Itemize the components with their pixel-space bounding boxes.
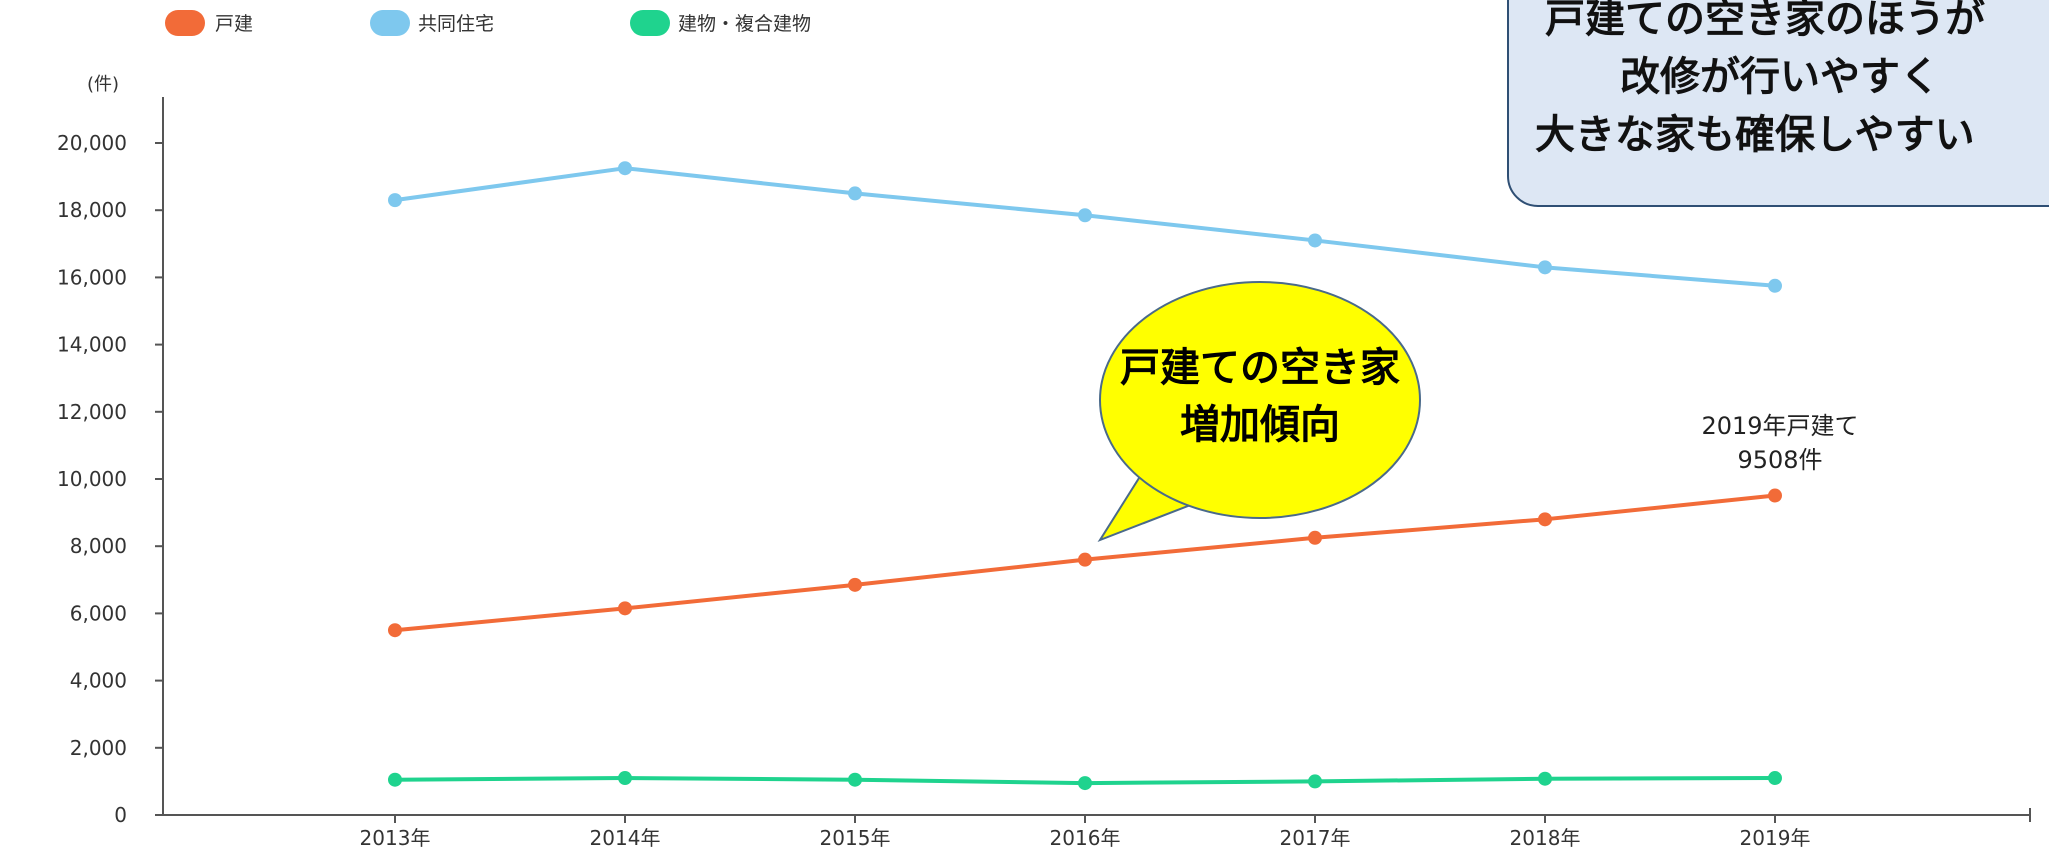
x-tick-label: 2017年 [1280,826,1351,849]
point-annotation-line1: 2019年戸建て [1701,412,1858,440]
y-tick-label: 10,000 [57,467,127,491]
data-point-mixed [618,771,632,786]
data-point-mixed [848,772,862,787]
y-tick-label: 0 [114,803,127,827]
x-tick-label: 2018年 [1510,826,1581,849]
legend-swatch-apartment [370,10,410,36]
legend-label-apartment: 共同住宅 [418,13,494,35]
legend-swatch-mixed [630,10,670,36]
y-tick-label: 6,000 [70,601,127,625]
data-point-detached [1768,488,1782,503]
y-tick-label: 20,000 [57,131,127,155]
speech-bubble: 戸建ての空き家 増加傾向 [1097,281,1421,543]
x-axis-ticks: 2013年 2014年 2015年 2016年 2017年 2018年 2019年 [360,815,1811,849]
info-box-line3: 大きな家も確保しやすい [1535,112,1975,158]
data-point-detached [1308,530,1322,545]
y-tick-label: 14,000 [57,333,127,357]
data-point-detached [1078,552,1092,567]
y-tick-label: 16,000 [57,265,127,289]
x-tick-label: 2013年 [360,826,431,849]
y-axis-unit-label: (件) [87,74,119,95]
data-point-mixed [1308,774,1322,789]
data-point-apartment [1308,233,1322,248]
y-tick-label: 2,000 [70,736,127,760]
info-box-line1: 戸建ての空き家のほうが [1545,0,1985,42]
info-box-background [1507,0,2049,207]
data-point-apartment [1078,208,1092,223]
data-point-mixed [1078,776,1092,791]
data-point-mixed [1538,771,1552,786]
y-tick-label: 8,000 [70,534,127,558]
x-tick-label: 2016年 [1050,826,1121,849]
series-layer [388,161,1782,791]
x-tick-label: 2019年 [1740,826,1811,849]
legend-swatch-detached [165,10,205,36]
data-point-detached [848,577,862,592]
data-point-detached [388,623,402,638]
data-point-apartment [618,161,632,176]
x-tick-label: 2015年 [820,826,891,849]
data-point-apartment [1538,260,1552,275]
legend: 戸建 共同住宅 建物・複合建物 [165,10,811,36]
data-point-apartment [1768,278,1782,293]
y-tick-label: 12,000 [57,400,127,424]
data-point-apartment [848,186,862,201]
data-point-mixed [1768,771,1782,786]
y-axis-ticks: 0 2,000 4,000 6,000 8,000 10,000 12,000 14,000 1… [57,131,163,827]
speech-bubble-line2: 増加傾向 [1180,402,1340,448]
info-box: 戸建ての空き家のほうが 改修が行いやすく 大きな家も確保しやすい [1507,0,2049,207]
data-point-mixed [388,772,402,787]
data-point-detached [618,601,632,616]
point-annotation-line2: 9508件 [1737,446,1822,474]
x-tick-label: 2014年 [590,826,661,849]
speech-bubble-line1: 戸建ての空き家 [1120,345,1400,391]
speech-bubble-joint [1160,440,1260,488]
y-tick-label: 18,000 [57,198,127,222]
data-point-apartment [388,193,402,208]
y-tick-label: 4,000 [70,669,127,693]
info-box-line2: 改修が行いやすく [1620,54,1940,100]
legend-label-mixed: 建物・複合建物 [678,13,811,35]
legend-label-detached: 戸建 [215,13,253,35]
data-point-detached [1538,512,1552,527]
